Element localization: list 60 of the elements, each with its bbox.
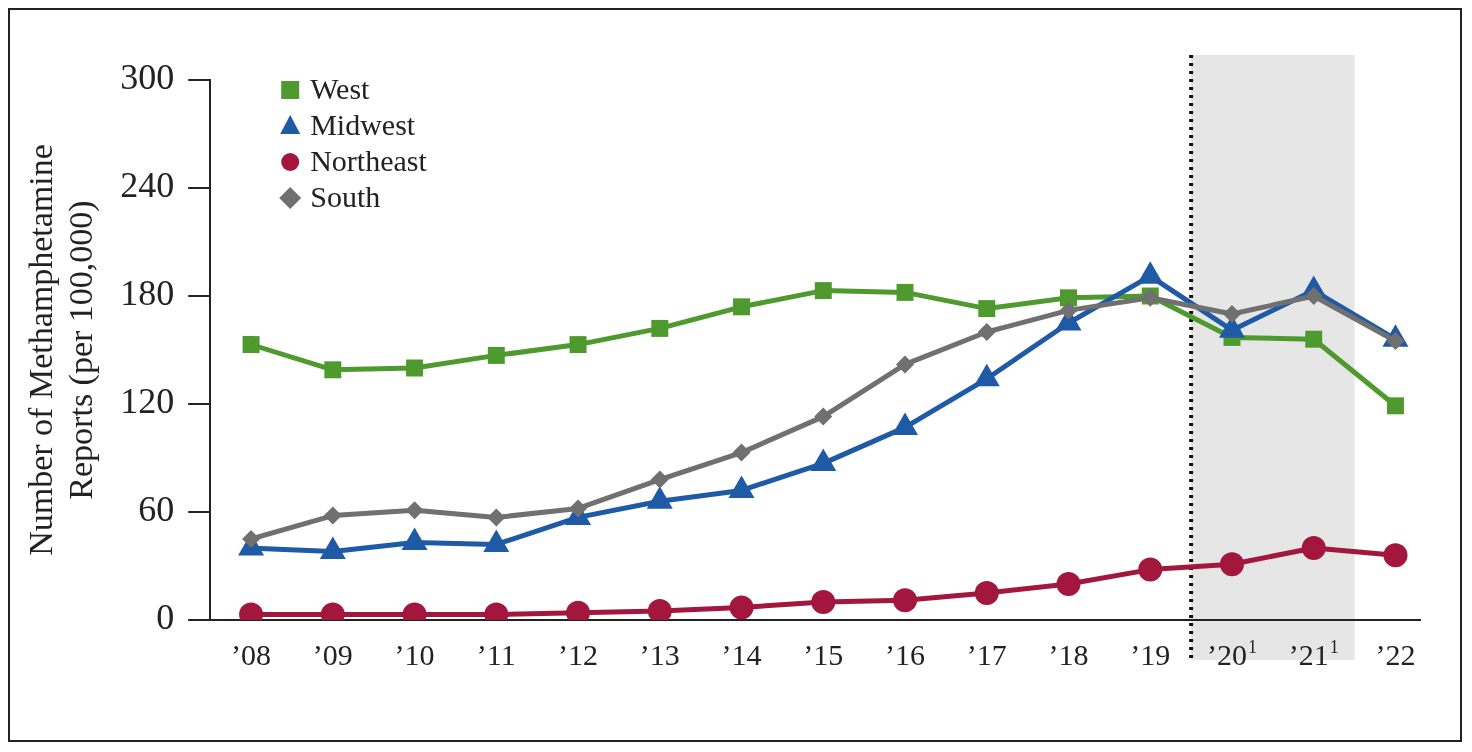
x-tick-label: ’12 — [558, 638, 599, 671]
point — [1138, 557, 1163, 582]
x-tick-label: ’14 — [721, 638, 762, 671]
y-tick-label: 300 — [120, 57, 175, 98]
point — [896, 283, 914, 301]
point — [729, 595, 754, 620]
y-tick-label: 180 — [120, 273, 175, 314]
point — [1219, 552, 1244, 577]
y-tick-label: 0 — [156, 597, 175, 638]
point — [406, 359, 424, 377]
point — [1059, 301, 1078, 320]
point — [242, 530, 261, 548]
x-tick-label: ’16 — [885, 638, 926, 671]
point — [651, 319, 669, 337]
legend-label: Northeast — [310, 143, 428, 177]
x-tick-label: ’08 — [231, 638, 272, 671]
point — [974, 581, 999, 605]
point — [1301, 536, 1326, 560]
point — [978, 300, 996, 318]
point — [814, 282, 832, 300]
point — [487, 508, 506, 527]
legend-label: South — [310, 179, 381, 213]
legend-label: West — [310, 71, 371, 105]
x-tick-label: ’17 — [966, 638, 1007, 671]
point — [896, 355, 915, 374]
y-axis-title: Number of Methamphetamine Reports (per 100,000) — [22, 144, 100, 556]
x-tick-label: ’13 — [639, 638, 680, 671]
x-tick-label: ’11 — [476, 638, 516, 671]
point — [1060, 289, 1077, 307]
point — [647, 599, 672, 620]
point — [650, 470, 669, 489]
point — [814, 407, 833, 426]
point — [893, 588, 918, 613]
x-tick-label: ’18 — [1048, 638, 1089, 671]
point — [569, 499, 588, 518]
point — [1305, 330, 1323, 348]
point — [977, 323, 996, 341]
x-tick-label: ’15 — [803, 638, 844, 671]
point — [1304, 287, 1323, 305]
x-tick-label: ’19 — [1130, 638, 1171, 671]
point — [405, 501, 424, 520]
x-tick-label: ’09 — [312, 638, 353, 671]
y-tick-label: 60 — [138, 489, 175, 530]
point — [732, 443, 751, 462]
y-tick-label: 120 — [120, 381, 175, 422]
point — [733, 298, 751, 316]
point — [242, 336, 260, 354]
point — [324, 361, 342, 379]
point — [1386, 397, 1404, 415]
point — [323, 506, 342, 525]
legend-label: Midwest — [310, 107, 416, 141]
y-tick-label: 240 — [120, 165, 175, 206]
point — [1222, 305, 1241, 323]
x-tick-label: ’22 — [1375, 638, 1416, 671]
point — [1383, 543, 1408, 568]
point — [811, 590, 836, 614]
point — [487, 346, 505, 364]
point — [569, 336, 587, 354]
point — [1056, 572, 1081, 596]
x-tick-label: ’10 — [394, 638, 435, 671]
